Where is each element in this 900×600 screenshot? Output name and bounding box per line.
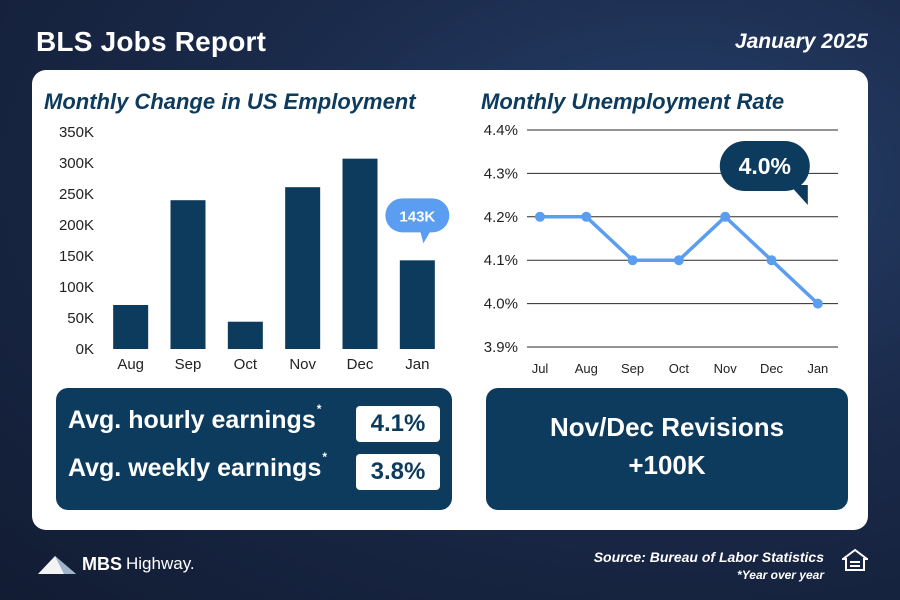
line-x-tick: Jul (532, 361, 549, 376)
bar-dec (342, 158, 378, 349)
bar-y-tick: 0K (76, 341, 94, 358)
line-point-nov (720, 211, 731, 222)
line-callout-bubble (719, 141, 810, 191)
line-x-tick: Oct (669, 361, 690, 376)
earnings-box: Avg. hourly earnings* 4.1% Avg. weekly e… (56, 388, 452, 510)
logo-text-mbs: MBS (82, 553, 122, 574)
hourly-earnings-row: Avg. hourly earnings* (68, 402, 321, 435)
bar-aug (113, 304, 149, 349)
bar-callout-bubble (385, 198, 450, 233)
bar-oct (227, 321, 263, 349)
line-point-sep (627, 255, 638, 266)
equal-housing-icon (842, 548, 868, 571)
source-text: Source: Bureau of Labor Statistics (593, 549, 824, 565)
bar-callout-label: 143K (399, 208, 435, 225)
weekly-earnings-value: 3.8% (356, 454, 440, 490)
line-x-tick: Jan (807, 361, 828, 376)
weekly-earnings-asterisk: * (322, 450, 328, 464)
bar-x-tick: Oct (234, 356, 258, 373)
weekly-earnings-row: Avg. weekly earnings* (68, 450, 327, 483)
line-x-tick: Aug (575, 361, 598, 376)
line-point-jul (535, 211, 545, 222)
bar-y-tick: 350K (59, 124, 94, 141)
logo-text-highway: Highway. (126, 554, 195, 573)
bar-sep (170, 200, 206, 349)
line-y-tick: 3.9% (484, 339, 518, 356)
hourly-earnings-label: Avg. hourly earnings (68, 406, 316, 434)
line-point-dec (766, 255, 777, 266)
line-callout-label: 4.0% (739, 153, 791, 179)
report-date: January 2025 (734, 30, 868, 53)
line-chart-title: Monthly Unemployment Rate (481, 89, 785, 114)
line-point-jan (812, 298, 823, 309)
mountain-logo-icon (38, 556, 76, 574)
line-y-tick: 4.2% (484, 209, 518, 226)
bar-y-tick: 250K (59, 186, 94, 203)
bar-jan (399, 260, 435, 349)
line-x-tick: Nov (714, 361, 738, 376)
hourly-earnings-asterisk: * (316, 402, 322, 416)
bar-y-tick: 200K (59, 217, 94, 234)
line-y-tick: 4.3% (484, 165, 518, 182)
mbs-highway-logo: MBS Highway. (38, 553, 195, 575)
hourly-earnings-value: 4.1% (356, 406, 440, 442)
bar-x-tick: Jan (405, 356, 429, 373)
bar-x-tick: Sep (175, 356, 202, 373)
revisions-box: Nov/Dec Revisions +100K (486, 388, 848, 510)
bar-x-tick: Nov (289, 356, 316, 373)
bar-y-tick: 100K (59, 279, 94, 296)
bar-chart-title: Monthly Change in US Employment (44, 89, 416, 114)
line-y-tick: 4.0% (484, 296, 518, 313)
line-y-tick: 4.1% (484, 252, 518, 269)
bar-x-tick: Dec (347, 356, 374, 373)
line-point-oct (673, 255, 684, 266)
revisions-value: +100K (628, 450, 706, 480)
bar-y-tick: 50K (67, 310, 94, 327)
line-x-tick: Sep (621, 361, 644, 376)
revisions-label: Nov/Dec Revisions (549, 412, 785, 442)
bar-y-tick: 300K (59, 155, 94, 172)
line-x-tick: Dec (760, 361, 784, 376)
line-point-aug (581, 211, 592, 222)
bar-callout-pointer (420, 231, 431, 244)
bar-y-tick: 150K (59, 248, 94, 265)
bar-x-tick: Aug (117, 356, 144, 373)
page-title: BLS Jobs Report (36, 26, 267, 57)
line-callout-pointer (789, 185, 808, 205)
bar-nov (285, 187, 321, 349)
line-y-tick: 4.4% (484, 122, 518, 139)
weekly-earnings-label: Avg. weekly earnings (68, 454, 322, 482)
footnote-text: *Year over year (737, 568, 824, 582)
